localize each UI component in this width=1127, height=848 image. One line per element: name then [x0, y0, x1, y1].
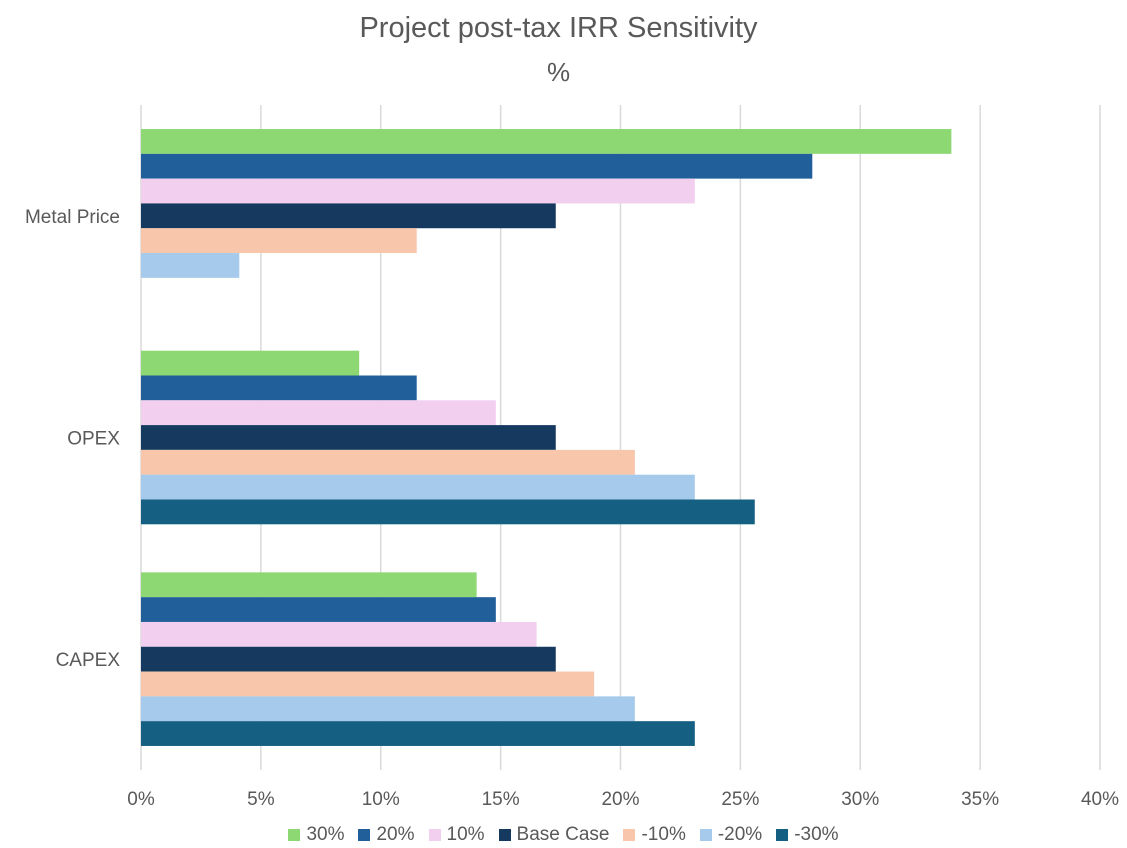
legend-item: -20% [699, 824, 763, 846]
legend-label: 20% [376, 824, 415, 845]
bar [141, 646, 556, 672]
x-tick-label: 15% [482, 789, 520, 810]
bar [141, 474, 695, 500]
bar [141, 449, 635, 475]
bar [141, 129, 952, 154]
x-tick-label: 20% [601, 789, 639, 810]
legend-label: 30% [306, 824, 345, 845]
bar [141, 228, 417, 254]
legend-label: -10% [641, 824, 686, 845]
legend-swatch [288, 829, 301, 841]
legend-swatch [498, 829, 511, 841]
category-label: OPEX [67, 429, 120, 450]
legend-label: -30% [794, 824, 839, 845]
legend-item: -30% [776, 824, 839, 846]
x-tick-label: 40% [1081, 789, 1119, 810]
bar [141, 350, 360, 376]
x-tick-label: 35% [961, 789, 999, 810]
legend-swatch [623, 829, 636, 841]
category-label: Metal Price [25, 207, 120, 228]
bar [141, 499, 755, 525]
bar [141, 375, 417, 401]
x-tick-label: 25% [721, 789, 759, 810]
chart-legend: 30% 20% 10% Base Case -10% -20% -30% [0, 824, 1127, 846]
chart-subtitle: % [546, 57, 571, 87]
legend-swatch [428, 829, 441, 841]
x-tick-label: 30% [841, 789, 879, 810]
legend-label: -20% [717, 824, 763, 845]
x-tick-label: 0% [127, 789, 155, 810]
legend-item: -10% [623, 824, 686, 846]
bar [141, 203, 556, 229]
chart-title: Project post-tax IRR Sensitivity [359, 12, 758, 44]
x-tick-label: 5% [247, 789, 275, 810]
x-tick-label: 10% [362, 789, 400, 810]
bar [141, 671, 595, 697]
legend-label: 10% [446, 824, 485, 845]
legend-swatch [699, 829, 712, 841]
legend-item: 10% [428, 824, 485, 846]
bar [141, 253, 240, 278]
bar-chart: 0% 5% 10% 15% 20% 25% 30% 35% 40% Metal Price OPEX… [25, 105, 1119, 810]
legend-item: 30% [288, 824, 344, 846]
legend-item: 20% [358, 824, 415, 846]
bar [141, 178, 695, 204]
bar [141, 572, 477, 598]
bar [141, 621, 537, 647]
bar [141, 153, 813, 179]
bar [141, 721, 695, 746]
bar [141, 400, 496, 426]
bar [141, 696, 635, 722]
bar [141, 425, 556, 450]
bar [141, 597, 496, 622]
legend-label: Base Case [516, 824, 610, 845]
legend-item: Base Case [498, 824, 610, 846]
category-label: CAPEX [56, 650, 121, 671]
legend-swatch [776, 829, 789, 841]
legend-swatch [358, 829, 371, 841]
